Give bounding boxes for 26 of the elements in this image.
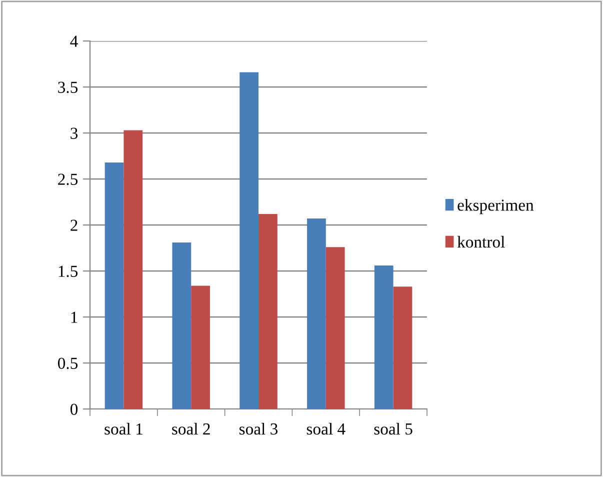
y-tick-label: 4 bbox=[70, 36, 78, 47]
y-tick-label: 1.5 bbox=[58, 266, 78, 278]
bar bbox=[258, 214, 278, 409]
y-tick-label: 3 bbox=[70, 128, 78, 139]
y-tick-label: 0 bbox=[70, 404, 78, 415]
bar bbox=[124, 130, 143, 409]
y-tick-label: 2.5 bbox=[58, 174, 78, 186]
bar bbox=[191, 286, 210, 409]
bar bbox=[172, 242, 192, 409]
x-tick-label: soal 1 bbox=[104, 422, 142, 435]
legend-label: kontrol bbox=[457, 236, 505, 248]
legend-label: eksperimen bbox=[458, 199, 534, 214]
x-tick-label: soal 2 bbox=[172, 422, 210, 435]
bar bbox=[307, 218, 326, 409]
y-tick-label: 2 bbox=[70, 220, 78, 231]
x-tick-label: soal 3 bbox=[240, 422, 278, 435]
bar bbox=[393, 286, 412, 409]
bar bbox=[326, 247, 345, 409]
x-tick-label: soal 4 bbox=[306, 422, 346, 435]
y-tick-label: 0.5 bbox=[58, 358, 78, 370]
y-tick-label: 3.5 bbox=[58, 82, 78, 94]
bar bbox=[240, 72, 258, 409]
bar bbox=[104, 162, 124, 409]
x-tick-label: soal 5 bbox=[374, 422, 412, 435]
bar bbox=[374, 265, 394, 409]
y-tick-label: 1 bbox=[71, 312, 78, 323]
